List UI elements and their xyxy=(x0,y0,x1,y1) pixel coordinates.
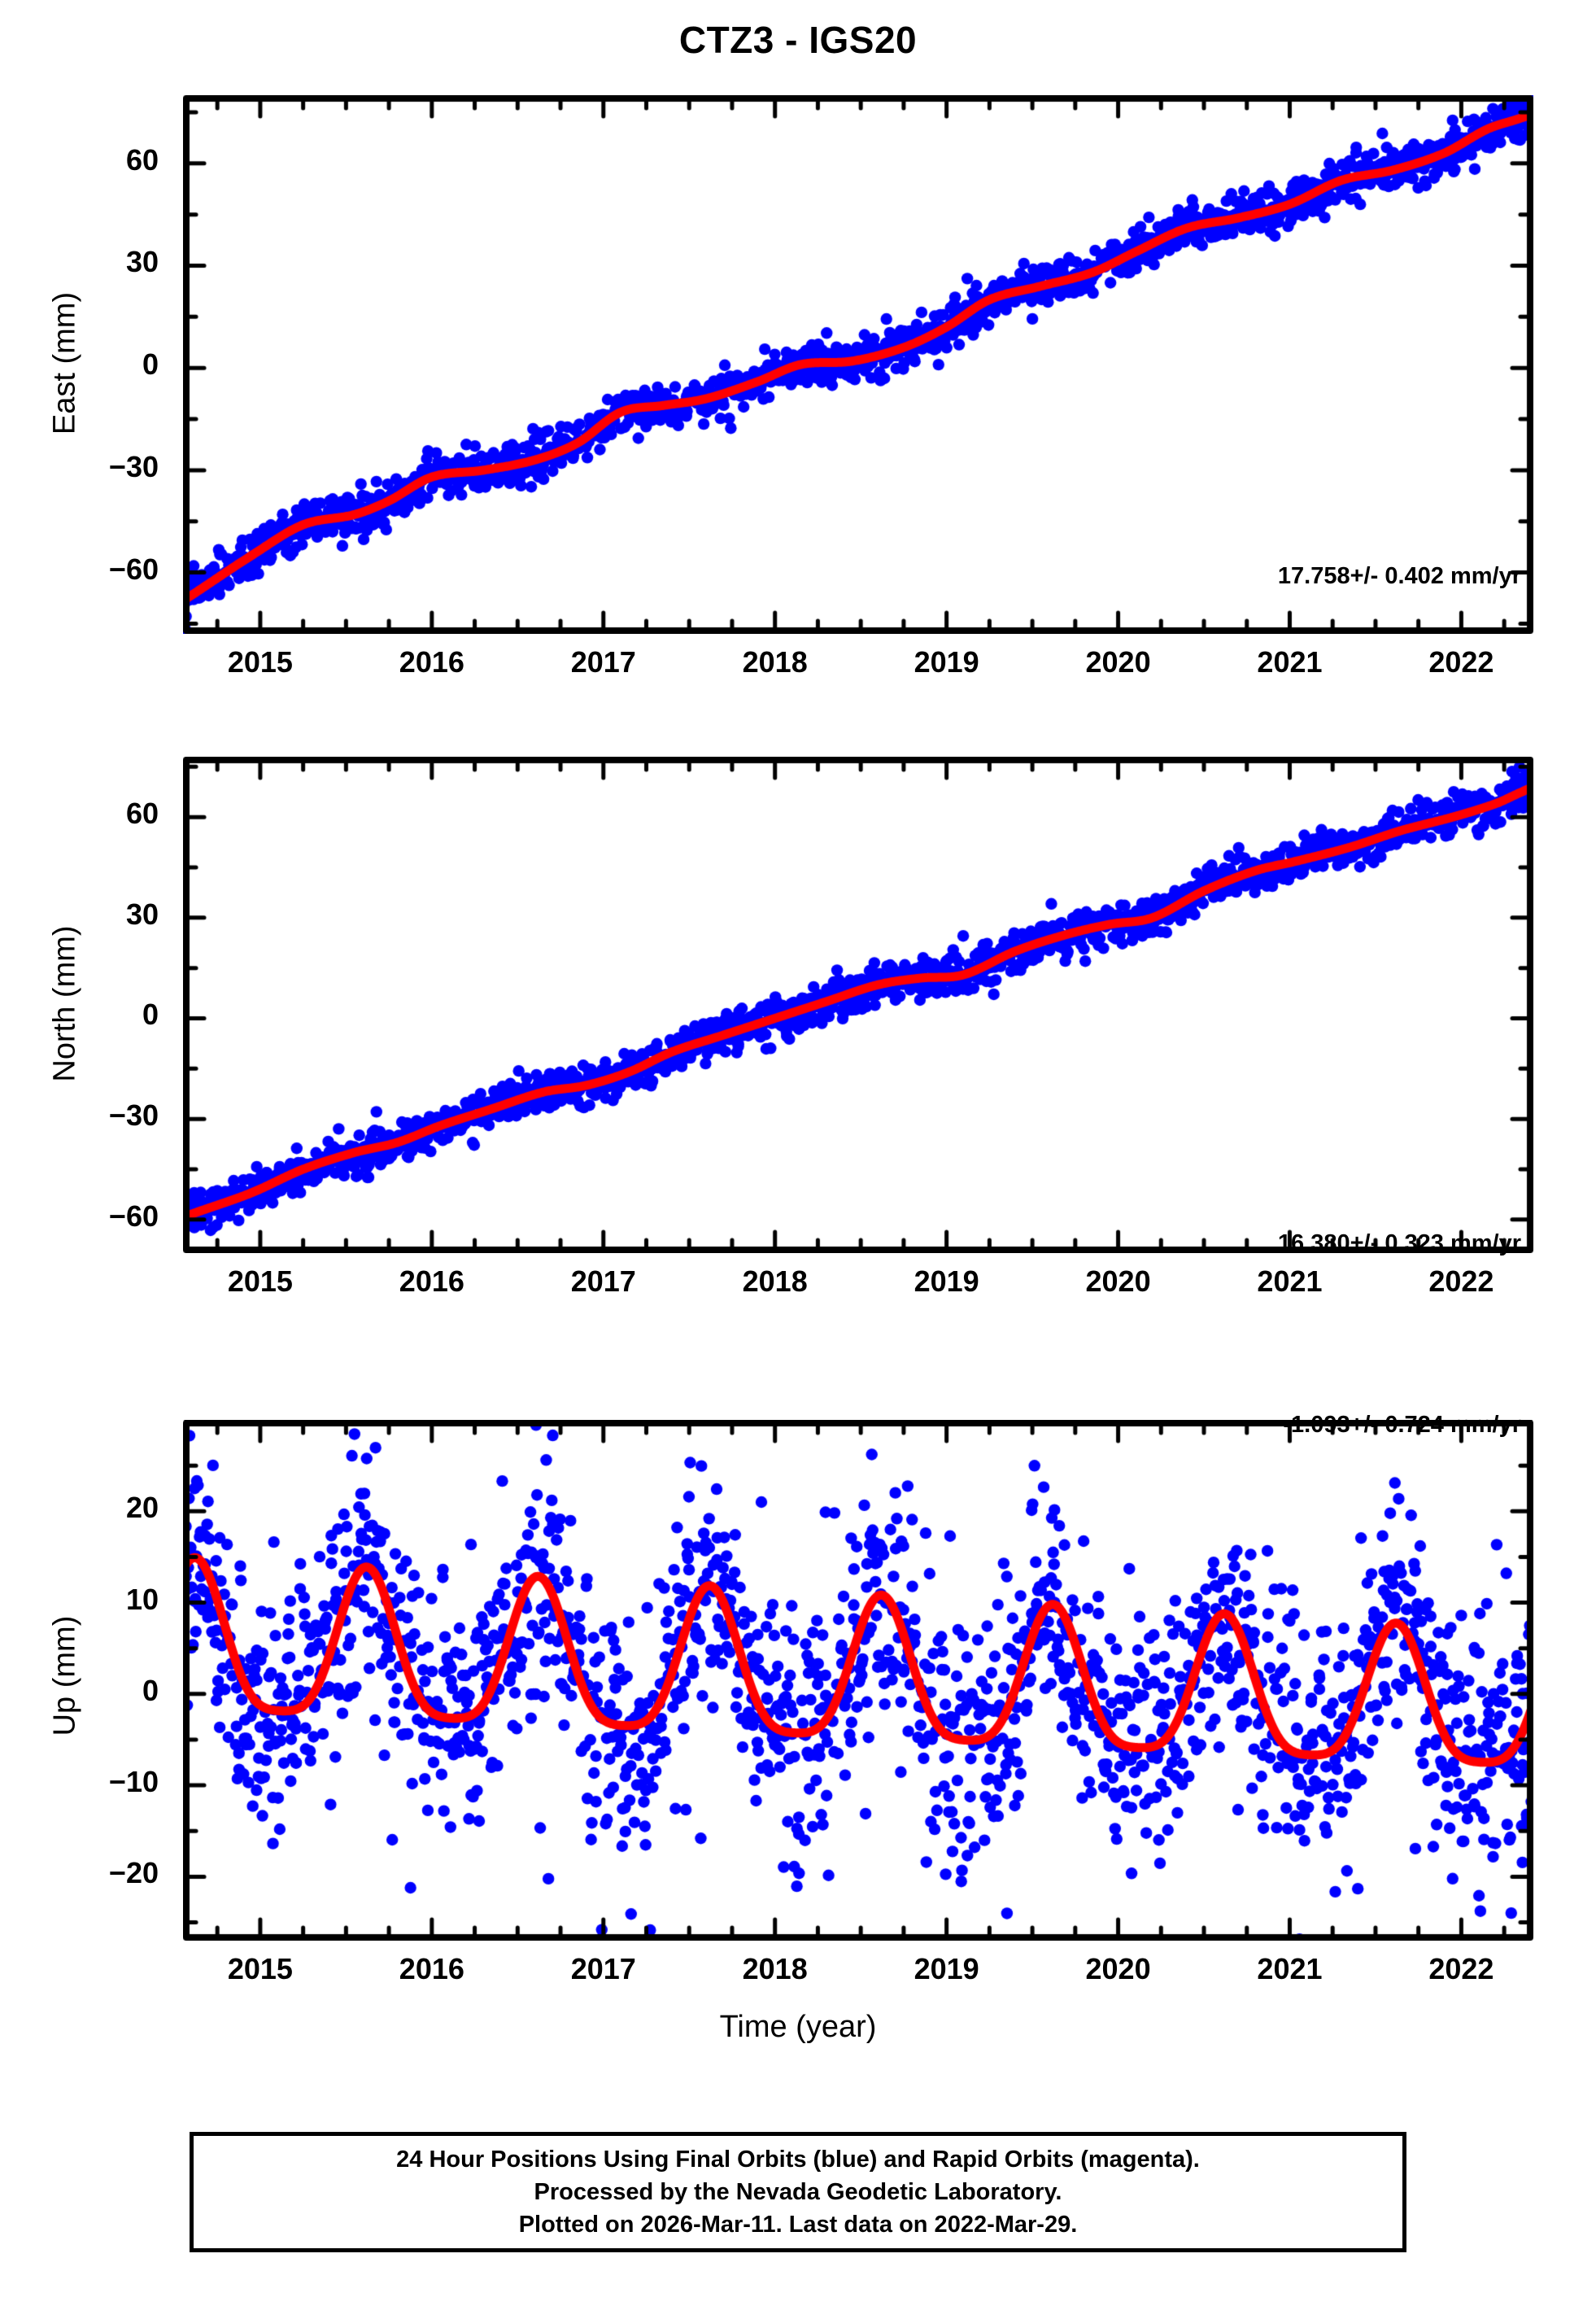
x-tick-label: 2021 xyxy=(1257,1952,1323,1985)
x-tick-label: 2015 xyxy=(227,1264,293,1298)
x-tick-label: 2019 xyxy=(914,1952,979,1985)
y-tick-label: 0 xyxy=(142,1673,159,1707)
y-tick-label: −30 xyxy=(108,1098,159,1133)
north-rate-annotation: 16.380+/- 0.323 mm/yr xyxy=(1277,1230,1521,1256)
y-tick-label: −60 xyxy=(108,552,159,586)
x-tick-label: 2017 xyxy=(570,1264,636,1298)
y-tick-label: −20 xyxy=(108,1856,159,1890)
panel-east xyxy=(183,95,1533,634)
x-tick-label: 2017 xyxy=(570,645,636,679)
panel-up xyxy=(183,1420,1533,1941)
x-tick-label: 2021 xyxy=(1257,645,1323,679)
x-tick-label: 2021 xyxy=(1257,1264,1323,1298)
y-tick-label: −60 xyxy=(108,1199,159,1233)
x-tick-label: 2022 xyxy=(1428,1952,1494,1985)
up-plot-canvas xyxy=(183,1420,1533,1941)
x-tick-label: 2019 xyxy=(914,645,979,679)
x-tick-label: 2015 xyxy=(227,645,293,679)
y-tick-label: −10 xyxy=(108,1765,159,1799)
x-tick-label: 2020 xyxy=(1085,645,1151,679)
x-tick-label: 2020 xyxy=(1085,1264,1151,1298)
footer-info-box: 24 Hour Positions Using Final Orbits (bl… xyxy=(190,2132,1406,2252)
y-tick-label: 30 xyxy=(125,897,159,931)
x-tick-label: 2018 xyxy=(742,645,808,679)
x-tick-label: 2016 xyxy=(399,1952,464,1985)
x-tick-label: 2016 xyxy=(399,1264,464,1298)
east-plot-canvas xyxy=(183,95,1533,634)
east-rate-annotation: 17.758+/- 0.402 mm/yr xyxy=(1277,563,1521,589)
x-axis-label: Time (year) xyxy=(719,2010,877,2044)
x-tick-label: 2018 xyxy=(742,1264,808,1298)
x-tick-label: 2017 xyxy=(570,1952,636,1985)
footer-line-processor: Processed by the Nevada Geodetic Laborat… xyxy=(534,2178,1062,2205)
x-tick-label: 2019 xyxy=(914,1264,979,1298)
y-tick-label: 20 xyxy=(125,1491,159,1525)
y-tick-label: −30 xyxy=(108,449,159,483)
y-tick-label: 30 xyxy=(125,245,159,279)
north-plot-canvas xyxy=(183,757,1533,1253)
y-tick-label: 60 xyxy=(125,142,159,177)
x-tick-label: 2020 xyxy=(1085,1952,1151,1985)
x-tick-label: 2018 xyxy=(742,1952,808,1985)
page-title: CTZ3 - IGS20 xyxy=(678,19,918,61)
footer-line-dates: Plotted on 2026-Mar-11. Last data on 202… xyxy=(518,2212,1078,2238)
x-tick-label: 2016 xyxy=(399,645,464,679)
x-tick-label: 2015 xyxy=(227,1952,293,1985)
y-tick-label: 0 xyxy=(142,347,159,382)
x-tick-label: 2022 xyxy=(1428,645,1494,679)
up-rate-annotation: -1.093+/- 0.724 mm/yr xyxy=(1283,1412,1521,1438)
panel-north xyxy=(183,757,1533,1253)
y-tick-label: 60 xyxy=(125,797,159,831)
footer-line-orbits: 24 Hour Positions Using Final Orbits (bl… xyxy=(396,2146,1200,2173)
y-tick-label: 0 xyxy=(142,998,159,1032)
y-tick-label: 10 xyxy=(125,1582,159,1616)
x-tick-label: 2022 xyxy=(1428,1264,1494,1298)
